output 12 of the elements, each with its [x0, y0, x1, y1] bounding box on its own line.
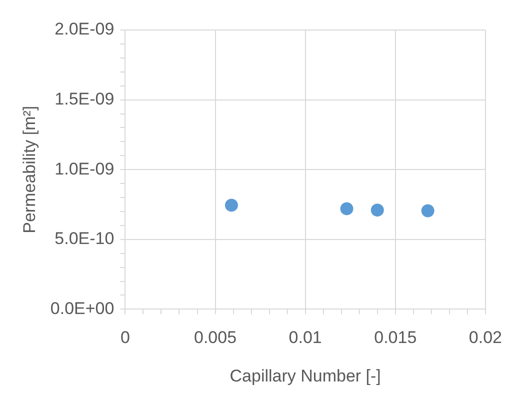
y-tick-label: 1.5E-09: [54, 89, 114, 108]
x-tick-label: 0.01: [288, 328, 322, 348]
y-tick-label: 0.0E+00: [50, 298, 114, 318]
x-tick-label: 0.02: [468, 328, 502, 348]
x-tick-label: 0.015: [374, 328, 417, 348]
y-tick-label: 1.0E-09: [54, 159, 114, 178]
x-axis-title: Capillary Number [-]: [230, 366, 381, 386]
x-tick-label: 0.005: [194, 328, 237, 348]
y-tick-label: 5.0E-10: [54, 229, 114, 248]
y-axis-title: Permeability [m²]: [20, 106, 39, 234]
x-tick-label: 0: [120, 328, 130, 348]
y-tick-label: 2.0E-09: [54, 20, 114, 39]
